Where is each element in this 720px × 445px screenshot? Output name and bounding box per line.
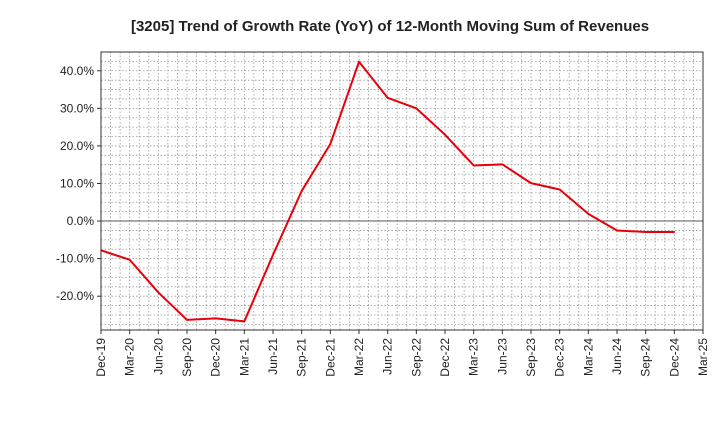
x-tick-label: Jun-24 [610, 338, 624, 375]
x-tick-label: Mar-21 [237, 338, 251, 376]
x-tick-label: Jun-23 [495, 338, 509, 375]
x-tick-label: Jun-21 [266, 338, 280, 375]
data-point [186, 319, 188, 321]
y-tick-label: -20.0% [56, 289, 94, 303]
x-tick-label: Sep-22 [409, 338, 423, 377]
data-point [128, 258, 131, 261]
x-tick-label: Mar-23 [467, 338, 481, 376]
data-point [587, 213, 590, 215]
plot-area [101, 52, 703, 330]
data-point [214, 317, 217, 320]
x-tick-label: Jun-22 [381, 338, 395, 375]
y-tick-label: 30.0% [60, 101, 94, 115]
data-point [501, 163, 504, 166]
data-point [673, 231, 676, 233]
x-tick-label: Dec-19 [94, 338, 108, 377]
grid [100, 51, 704, 330]
y-tick-label: 40.0% [60, 64, 94, 78]
data-point [644, 231, 647, 233]
x-tick-label: Mar-22 [352, 338, 366, 376]
y-tick-label: 20.0% [60, 139, 94, 153]
y-tick-label: 0.0% [67, 214, 95, 228]
x-tick-label: Jun-20 [151, 338, 165, 375]
data-point [415, 107, 418, 110]
data-point [243, 320, 246, 323]
data-point [386, 97, 389, 99]
y-tick-label: -10.0% [56, 252, 94, 266]
data-point [472, 164, 475, 167]
x-tick-label: Mar-20 [123, 338, 137, 376]
chart-title: [3205] Trend of Growth Rate (YoY) of 12-… [131, 18, 649, 35]
x-tick-label: Sep-20 [180, 338, 194, 377]
x-tick-label: Mar-24 [581, 338, 595, 376]
data-point [358, 60, 360, 63]
data-point [444, 133, 446, 136]
data-point [100, 249, 102, 252]
x-tick-label: Dec-20 [209, 338, 223, 377]
y-tick-label: 10.0% [60, 176, 94, 190]
x-tick-label: Sep-21 [295, 338, 309, 377]
data-point [300, 190, 303, 192]
data-point [157, 291, 160, 294]
x-tick-label: Mar-25 [696, 338, 710, 376]
x-tick-label: Dec-24 [667, 338, 681, 377]
data-point [530, 182, 532, 184]
x-tick-label: Dec-23 [553, 338, 567, 377]
data-point [616, 229, 618, 232]
x-tick-label: Sep-23 [524, 338, 538, 377]
data-point [558, 188, 561, 191]
x-tick-label: Sep-24 [639, 338, 653, 377]
data-point [329, 143, 332, 145]
data-point [272, 254, 274, 256]
x-tick-labels: Dec-19 Mar-20 Jun-20 Sep-20 Dec-20 Mar-21 Jun-… [94, 338, 710, 377]
y-tick-labels: -20.0% -10.0% 0.0% 10.0% 20.0% 30.0% 40.0% [56, 64, 94, 303]
x-tick-label: Dec-22 [438, 338, 452, 377]
plot-frame [100, 51, 704, 331]
x-tick-label: Dec-21 [323, 338, 337, 377]
series-layer [100, 60, 676, 323]
